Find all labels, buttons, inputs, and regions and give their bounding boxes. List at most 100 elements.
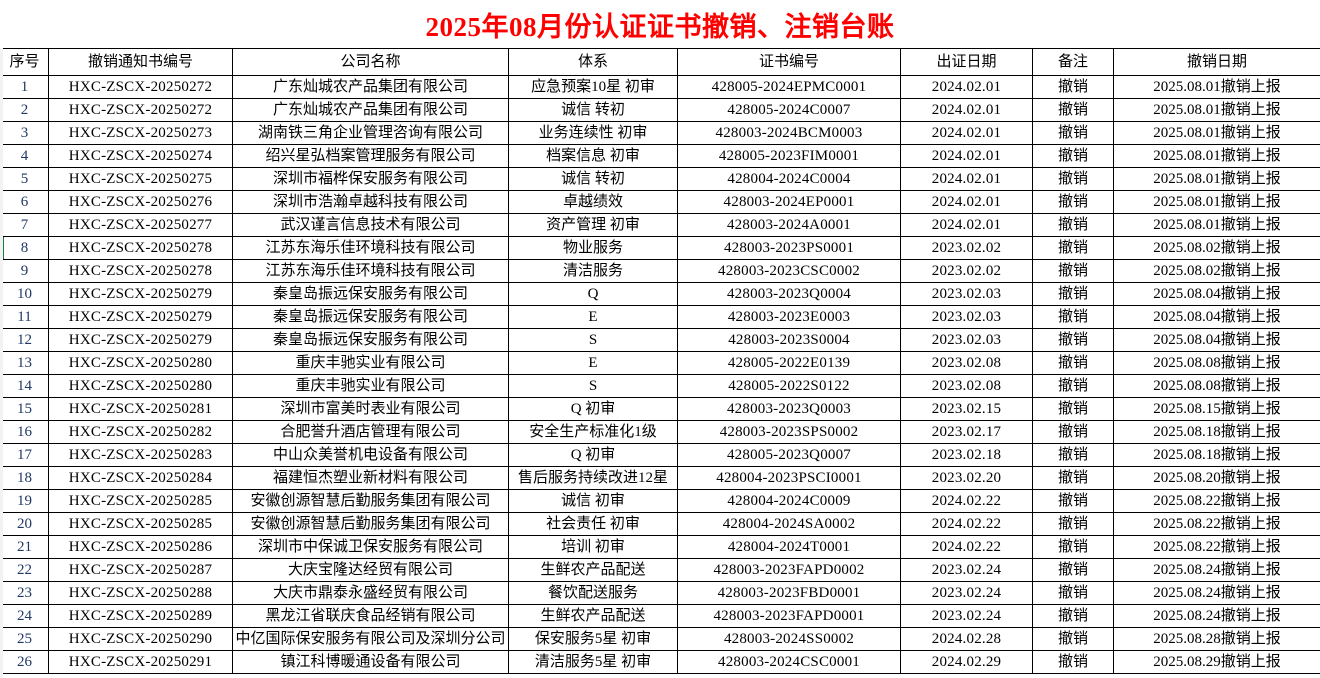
cell-seq[interactable]: 18	[0, 466, 49, 490]
cell-cert[interactable]: 428005-2024C0007	[677, 98, 901, 122]
table-row[interactable]: 5 HXC-ZSCX-20250275 深圳市福桦保安服务有限公司 诚信 转初 4280…	[0, 167, 1320, 191]
cell-company[interactable]: 武汉谨言信息技术有限公司	[232, 213, 509, 237]
cell-company[interactable]: 大庆宝隆达经贸有限公司	[232, 558, 509, 582]
cell-revoke[interactable]: 2025.08.02撤销上报	[1113, 259, 1320, 283]
cell-revoke[interactable]: 2025.08.08撤销上报	[1113, 374, 1320, 398]
cell-seq[interactable]: 25	[0, 627, 49, 651]
column-header-system[interactable]: 体系	[508, 48, 678, 76]
cell-system[interactable]: 安全生产标准化1级	[508, 420, 678, 444]
cell-notice[interactable]: HXC-ZSCX-20250282	[48, 420, 233, 444]
cell-remark[interactable]: 撤销	[1032, 167, 1114, 191]
cell-notice[interactable]: HXC-ZSCX-20250272	[48, 98, 233, 122]
cell-notice[interactable]: HXC-ZSCX-20250280	[48, 374, 233, 398]
cell-remark[interactable]: 撤销	[1032, 121, 1114, 145]
cell-system[interactable]: 售后服务持续改进12星	[508, 466, 678, 490]
table-row[interactable]: 1 HXC-ZSCX-20250272 广东灿城农产品集团有限公司 应急预案10星 初…	[0, 75, 1320, 99]
table-row[interactable]: 23 HXC-ZSCX-20250288 大庆市鼎泰永盛经贸有限公司 餐饮配送服务 42…	[0, 581, 1320, 605]
cell-notice[interactable]: HXC-ZSCX-20250275	[48, 167, 233, 191]
cell-seq[interactable]: 10	[0, 282, 49, 306]
cell-cert[interactable]: 428003-2024CSC0001	[677, 650, 901, 674]
cell-revoke[interactable]: 2025.08.04撤销上报	[1113, 282, 1320, 306]
cell-cert[interactable]: 428003-2024A0001	[677, 213, 901, 237]
cell-system[interactable]: 清洁服务	[508, 259, 678, 283]
column-header-issue[interactable]: 出证日期	[900, 48, 1033, 76]
cell-cert[interactable]: 428005-2022E0139	[677, 351, 901, 375]
cell-company[interactable]: 广东灿城农产品集团有限公司	[232, 98, 509, 122]
cell-notice[interactable]: HXC-ZSCX-20250287	[48, 558, 233, 582]
cell-seq[interactable]: 3	[0, 121, 49, 145]
cell-seq[interactable]: 7	[0, 213, 49, 237]
cell-seq[interactable]: 9	[0, 259, 49, 283]
cell-revoke[interactable]: 2025.08.01撤销上报	[1113, 98, 1320, 122]
cell-issue[interactable]: 2023.02.08	[900, 374, 1033, 398]
cell-issue[interactable]: 2024.02.01	[900, 144, 1033, 168]
table-row[interactable]: 20 HXC-ZSCX-20250285 安徽创源智慧后勤服务集团有限公司 社会责任 …	[0, 512, 1320, 536]
cell-company[interactable]: 深圳市福桦保安服务有限公司	[232, 167, 509, 191]
cell-system[interactable]: 社会责任 初审	[508, 512, 678, 536]
cell-system[interactable]: 物业服务	[508, 236, 678, 260]
cell-revoke[interactable]: 2025.08.22撤销上报	[1113, 489, 1320, 513]
table-row[interactable]: 15 HXC-ZSCX-20250281 深圳市富美时表业有限公司 Q 初审 42800…	[0, 397, 1320, 421]
cell-seq[interactable]: 15	[0, 397, 49, 421]
column-header-remark[interactable]: 备注	[1032, 48, 1114, 76]
cell-notice[interactable]: HXC-ZSCX-20250276	[48, 190, 233, 214]
cell-cert[interactable]: 428003-2023SPS0002	[677, 420, 901, 444]
cell-seq[interactable]: 12	[0, 328, 49, 352]
cell-remark[interactable]: 撤销	[1032, 213, 1114, 237]
cell-revoke[interactable]: 2025.08.20撤销上报	[1113, 466, 1320, 490]
cell-company[interactable]: 黑龙江省联庆食品经销有限公司	[232, 604, 509, 628]
cell-revoke[interactable]: 2025.08.01撤销上报	[1113, 167, 1320, 191]
cell-system[interactable]: E	[508, 305, 678, 329]
cell-company[interactable]: 重庆丰驰实业有限公司	[232, 351, 509, 375]
cell-seq[interactable]: 1	[0, 75, 49, 99]
cell-seq[interactable]: 14	[0, 374, 49, 398]
cell-company[interactable]: 福建恒杰塑业新材料有限公司	[232, 466, 509, 490]
cell-cert[interactable]: 428003-2024SS0002	[677, 627, 901, 651]
cell-cert[interactable]: 428003-2023CSC0002	[677, 259, 901, 283]
cell-notice[interactable]: HXC-ZSCX-20250279	[48, 328, 233, 352]
table-row[interactable]: 13 HXC-ZSCX-20250280 重庆丰驰实业有限公司 E 428005-202…	[0, 351, 1320, 375]
cell-company[interactable]: 湖南铁三角企业管理咨询有限公司	[232, 121, 509, 145]
cell-cert[interactable]: 428003-2024BCM0003	[677, 121, 901, 145]
table-row[interactable]: 12 HXC-ZSCX-20250279 秦皇岛振远保安服务有限公司 S 428003-…	[0, 328, 1320, 352]
cell-cert[interactable]: 428004-2024T0001	[677, 535, 901, 559]
cell-cert[interactable]: 428003-2023E0003	[677, 305, 901, 329]
cell-issue[interactable]: 2024.02.22	[900, 489, 1033, 513]
cell-cert[interactable]: 428004-2023PSCI0001	[677, 466, 901, 490]
cell-issue[interactable]: 2024.02.28	[900, 627, 1033, 651]
cell-system[interactable]: 保安服务5星 初审	[508, 627, 678, 651]
cell-remark[interactable]: 撤销	[1032, 259, 1114, 283]
cell-seq[interactable]: 24	[0, 604, 49, 628]
cell-seq[interactable]: 2	[0, 98, 49, 122]
cell-issue[interactable]: 2024.02.01	[900, 98, 1033, 122]
cell-cert[interactable]: 428005-2023FIM0001	[677, 144, 901, 168]
cell-remark[interactable]: 撤销	[1032, 512, 1114, 536]
cell-notice[interactable]: HXC-ZSCX-20250279	[48, 282, 233, 306]
cell-seq[interactable]: 26	[0, 650, 49, 674]
cell-company[interactable]: 中亿国际保安服务有限公司及深圳分公司	[232, 627, 509, 651]
table-row[interactable]: 19 HXC-ZSCX-20250285 安徽创源智慧后勤服务集团有限公司 诚信 初审…	[0, 489, 1320, 513]
cell-issue[interactable]: 2023.02.24	[900, 581, 1033, 605]
cell-notice[interactable]: HXC-ZSCX-20250285	[48, 489, 233, 513]
cell-system[interactable]: 诚信 转初	[508, 98, 678, 122]
cell-cert[interactable]: 428005-2022S0122	[677, 374, 901, 398]
cell-revoke[interactable]: 2025.08.04撤销上报	[1113, 328, 1320, 352]
cell-cert[interactable]: 428003-2023Q0003	[677, 397, 901, 421]
cell-company[interactable]: 广东灿城农产品集团有限公司	[232, 75, 509, 99]
cell-issue[interactable]: 2023.02.03	[900, 282, 1033, 306]
table-row[interactable]: 16 HXC-ZSCX-20250282 合肥誉升酒店管理有限公司 安全生产标准化1级…	[0, 420, 1320, 444]
cell-company[interactable]: 重庆丰驰实业有限公司	[232, 374, 509, 398]
cell-issue[interactable]: 2024.02.01	[900, 121, 1033, 145]
cell-system[interactable]: 诚信 转初	[508, 167, 678, 191]
cell-issue[interactable]: 2023.02.18	[900, 443, 1033, 467]
cell-seq[interactable]: 20	[0, 512, 49, 536]
cell-company[interactable]: 镇江科博暖通设备有限公司	[232, 650, 509, 674]
cell-remark[interactable]: 撤销	[1032, 328, 1114, 352]
cell-issue[interactable]: 2023.02.20	[900, 466, 1033, 490]
cell-notice[interactable]: HXC-ZSCX-20250273	[48, 121, 233, 145]
cell-revoke[interactable]: 2025.08.04撤销上报	[1113, 305, 1320, 329]
table-row[interactable]: 7 HXC-ZSCX-20250277 武汉谨言信息技术有限公司 资产管理 初审 428…	[0, 213, 1320, 237]
cell-notice[interactable]: HXC-ZSCX-20250290	[48, 627, 233, 651]
cell-system[interactable]: S	[508, 374, 678, 398]
cell-cert[interactable]: 428003-2024EP0001	[677, 190, 901, 214]
